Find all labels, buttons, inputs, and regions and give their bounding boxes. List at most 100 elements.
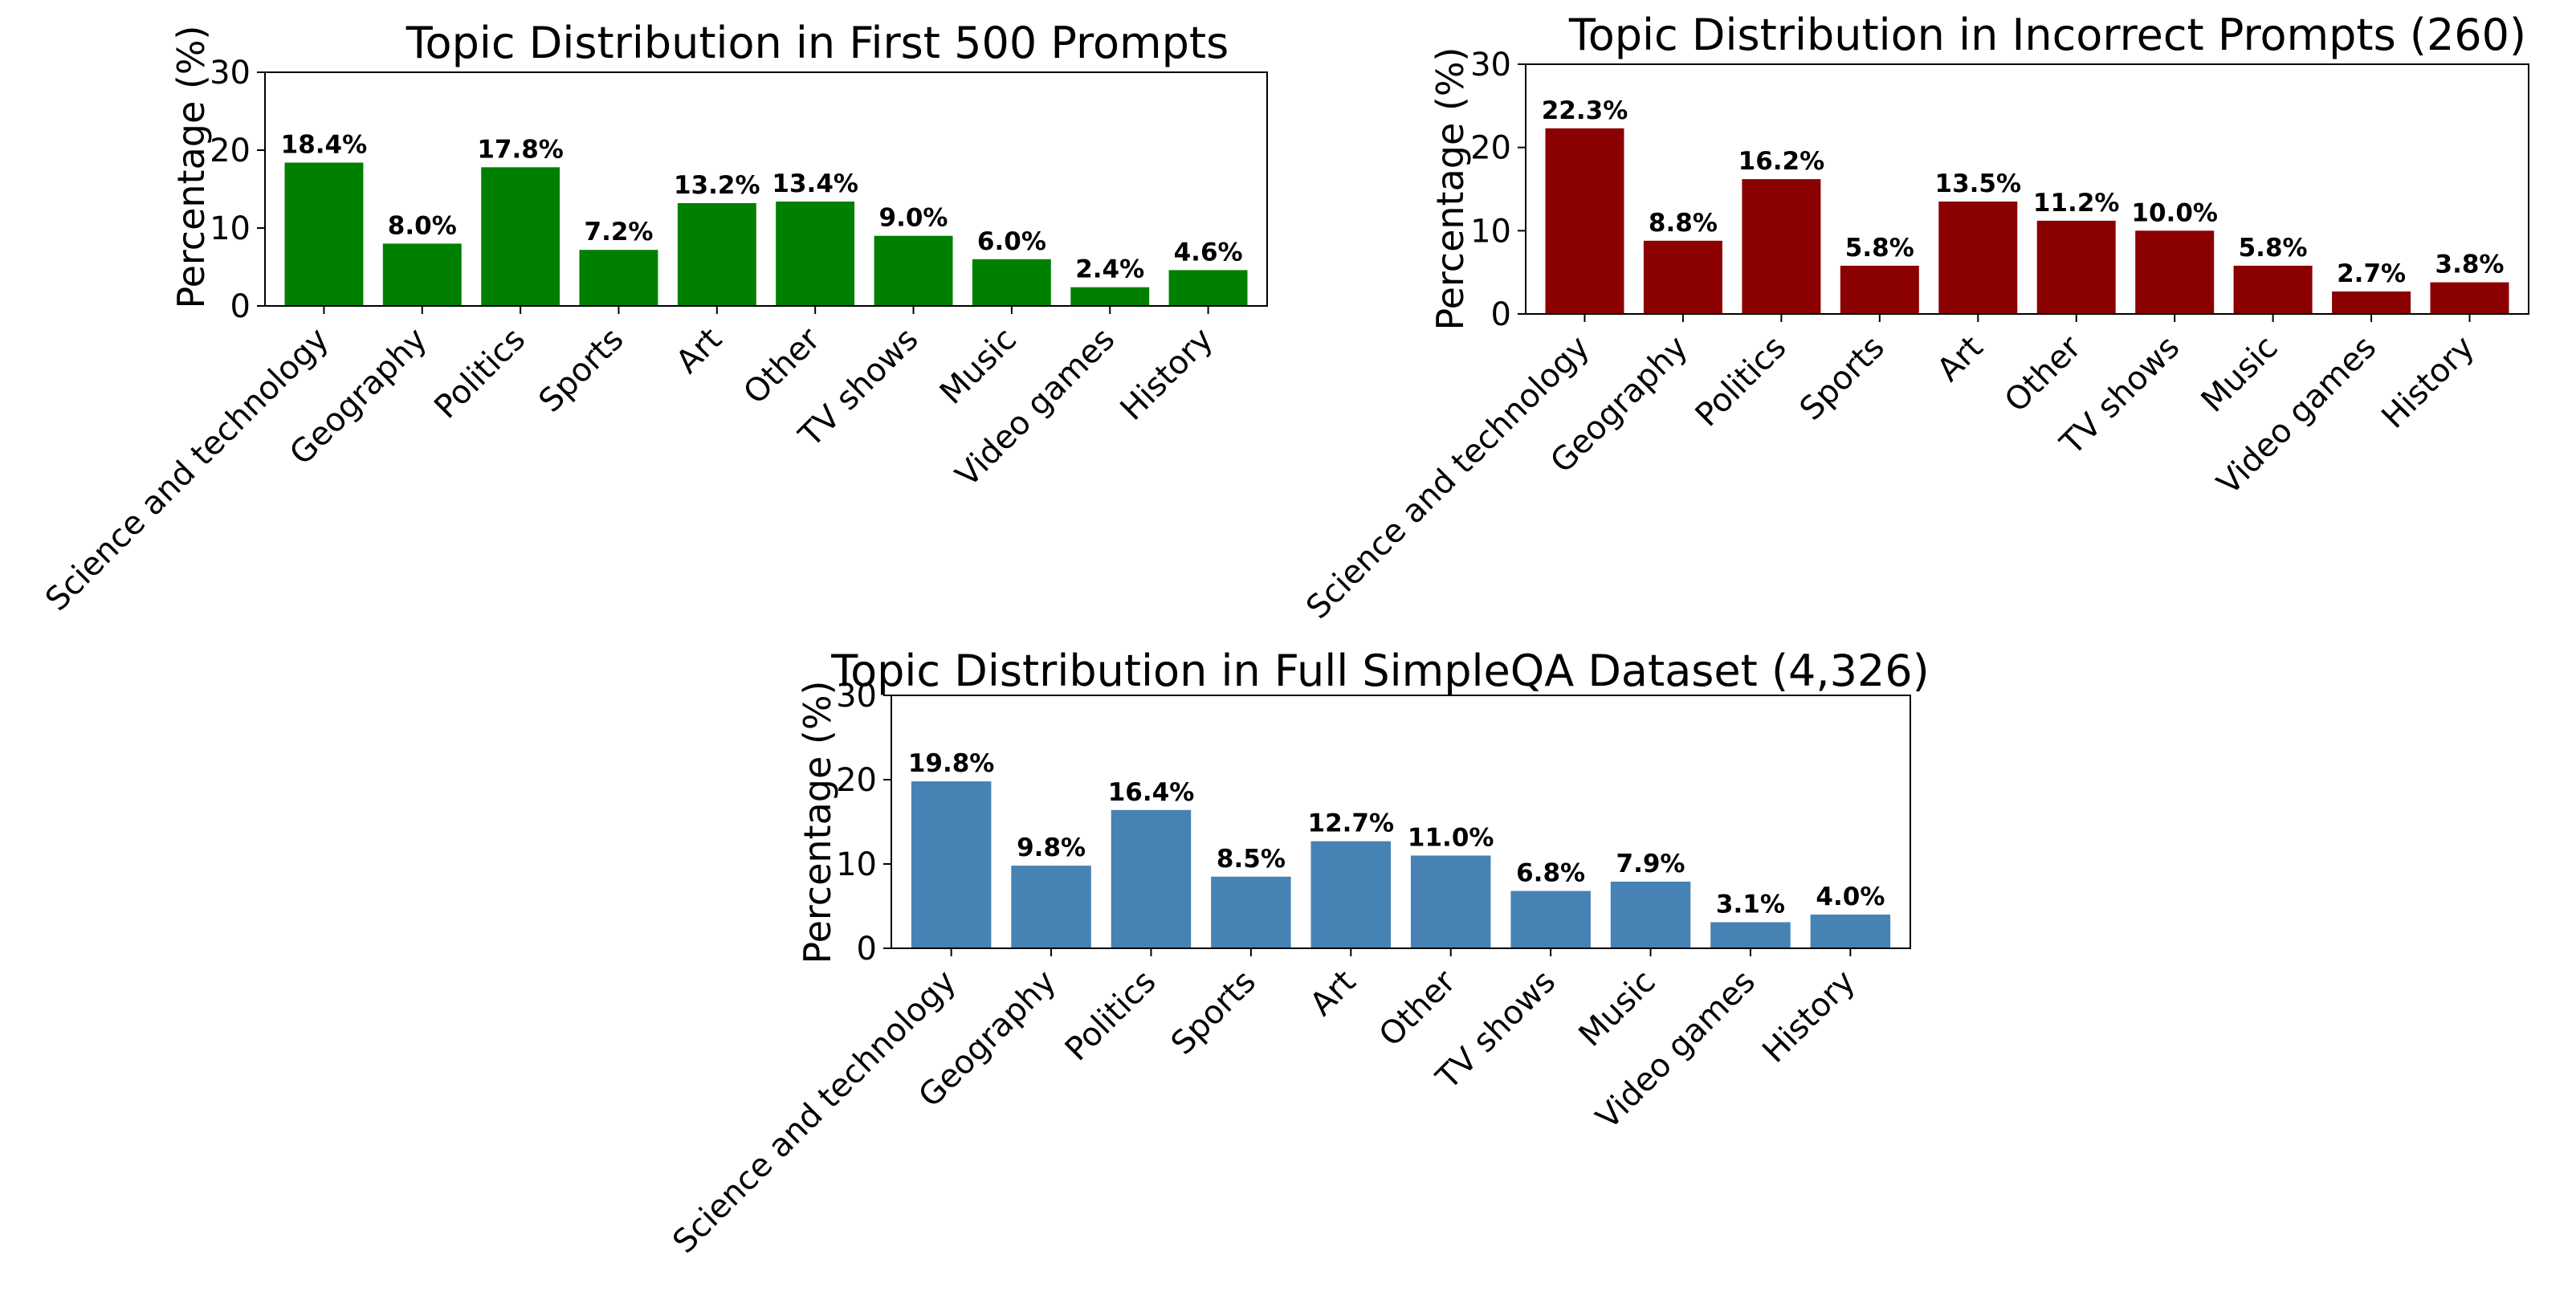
x-tick-label: Art <box>1303 964 1363 1024</box>
y-tick-label: 30 <box>1470 47 1511 84</box>
y-tick-label: 0 <box>857 931 877 968</box>
bar <box>1643 240 1722 314</box>
data-label: 13.4% <box>772 169 858 198</box>
data-label: 11.0% <box>1408 824 1494 853</box>
plot-area: 18.4% 8.0% 17.8% 7.2% 13.2% 13.4% 9.0% 6.0% 2.4%… <box>39 55 1268 618</box>
data-label: 4.6% <box>1174 238 1243 267</box>
data-label: 8.0% <box>388 211 457 240</box>
bar <box>1211 876 1291 949</box>
bar <box>2430 282 2509 314</box>
data-label: 5.8% <box>1845 234 1914 263</box>
data-label: 5.8% <box>2239 234 2308 263</box>
plot-area: 22.3% 8.8% 16.2% 5.8% 13.5% 11.2% 10.0% 5.8% 2.7… <box>1299 47 2529 626</box>
bar <box>1410 855 1491 948</box>
x-tick-label: Other <box>1998 328 2089 419</box>
bar <box>2332 291 2411 314</box>
x-tick-label: Sports <box>1793 329 1892 428</box>
y-tick-label: 20 <box>836 762 877 799</box>
chart-title: Topic Distribution in Incorrect Prompts … <box>1568 10 2526 60</box>
bar <box>1111 809 1192 948</box>
x-tick-label: Other <box>736 320 827 411</box>
data-label: 7.2% <box>585 218 654 247</box>
bar <box>1840 265 1919 314</box>
x-tick-label: Art <box>669 321 729 381</box>
x-tick-label: History <box>2374 329 2481 436</box>
chart-title: Topic Distribution in First 500 Prompts <box>406 18 1229 68</box>
data-label: 2.4% <box>1075 255 1144 284</box>
x-tick-label: History <box>1114 321 1221 428</box>
y-tick-label: 30 <box>210 55 251 92</box>
data-label: 13.2% <box>674 171 760 200</box>
y-tick-label: 20 <box>210 132 251 169</box>
bar <box>972 259 1051 306</box>
data-label: 18.4% <box>281 131 368 160</box>
bar <box>1310 841 1391 948</box>
axes-frame <box>1525 63 2529 315</box>
bar <box>1011 866 1091 948</box>
y-axis-label: Percentage (%) <box>1429 47 1472 331</box>
data-label: 8.5% <box>1217 845 1286 874</box>
x-tick-label: Other <box>1372 963 1463 1053</box>
data-label: 19.8% <box>908 749 995 778</box>
chart-incorrect-prompts: Topic Distribution in Incorrect Prompts … <box>1299 10 2529 626</box>
chart-first-500-prompts: Topic Distribution in First 500 Prompts … <box>39 18 1268 618</box>
x-tick-label: Music <box>1572 964 1663 1054</box>
y-axis-label: Percentage (%) <box>169 26 213 309</box>
bar <box>1610 882 1691 948</box>
x-tick-label: Science and technology <box>1299 329 1596 626</box>
plot-area: 19.8% 9.8% 16.4% 8.5% 12.7% 11.0% 6.8% 7.9% 3.1%… <box>666 678 1911 1261</box>
bar <box>1810 915 1891 948</box>
data-label: 11.2% <box>2033 189 2120 218</box>
bar <box>1710 922 1791 948</box>
data-label: 13.5% <box>1935 169 2022 198</box>
y-tick-label: 10 <box>210 210 251 247</box>
bar <box>1070 287 1150 306</box>
y-tick-label: 0 <box>230 288 251 325</box>
x-tick-label: Sports <box>1164 964 1263 1062</box>
data-label: 22.3% <box>1542 96 1628 125</box>
y-tick-label: 10 <box>836 846 877 883</box>
bar <box>677 203 756 306</box>
bar <box>481 167 560 306</box>
bar <box>874 235 953 306</box>
data-label: 9.8% <box>1017 833 1086 862</box>
y-tick-label: 20 <box>1470 130 1511 167</box>
data-label: 6.8% <box>1516 859 1585 888</box>
data-label: 3.8% <box>2435 251 2505 279</box>
data-label: 2.7% <box>2337 259 2406 288</box>
data-label: 6.0% <box>977 227 1046 256</box>
data-label: 4.0% <box>1816 882 1885 911</box>
axes-frame <box>264 71 1268 307</box>
x-tick-label: Science and technology <box>666 964 963 1261</box>
data-label: 16.2% <box>1738 147 1825 176</box>
x-tick-label: Music <box>933 321 1024 412</box>
bar <box>1742 179 1821 314</box>
bar <box>284 162 364 306</box>
bar <box>1168 270 1248 306</box>
bar <box>382 243 462 306</box>
data-label: 9.0% <box>879 204 948 233</box>
x-tick-label: Science and technology <box>39 321 336 618</box>
bar <box>1510 890 1591 948</box>
data-label: 8.8% <box>1649 209 1718 238</box>
bar <box>2233 265 2313 314</box>
x-tick-label: Music <box>2195 329 2285 420</box>
y-tick-label: 10 <box>1470 213 1511 250</box>
x-tick-label: History <box>1755 964 1862 1070</box>
y-tick-label: 0 <box>1491 296 1511 333</box>
data-label: 12.7% <box>1308 809 1395 838</box>
data-label: 7.9% <box>1616 850 1685 878</box>
data-label: 16.4% <box>1108 778 1195 807</box>
x-tick-label: Art <box>1930 329 1991 389</box>
x-tick-label: Politics <box>1058 964 1164 1069</box>
data-label: 10.0% <box>2131 198 2218 227</box>
data-label: 3.1% <box>1716 890 1785 919</box>
chart-full-simpleqa-dataset: Topic Distribution in Full SimpleQA Data… <box>666 646 1929 1261</box>
x-tick-label: Politics <box>427 321 532 426</box>
x-tick-label: Politics <box>1689 329 1794 434</box>
bar <box>1545 128 1624 314</box>
y-axis-label: Percentage (%) <box>796 681 839 964</box>
bar <box>776 202 855 306</box>
bar <box>911 781 992 948</box>
